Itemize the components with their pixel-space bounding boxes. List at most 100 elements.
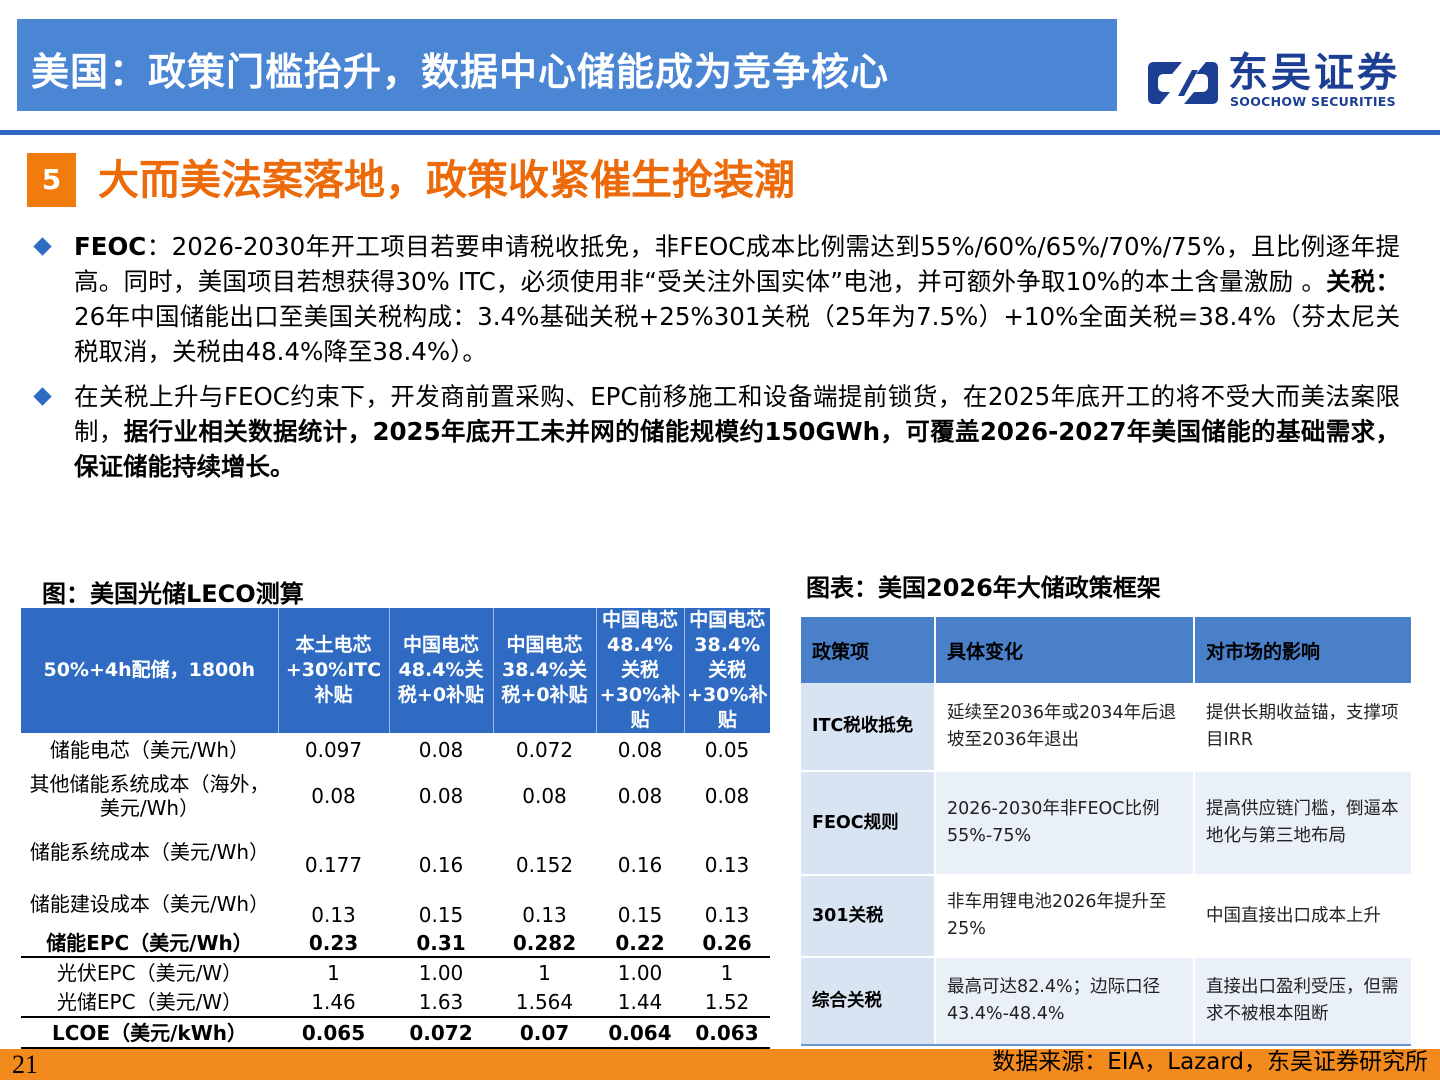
bullet-rush-install: 在关税上升与FEOC约束下，开发商前置采购、EPC前移施工和设备端提前锁货，在2…	[30, 379, 1400, 484]
table-cell: 1.44	[596, 987, 684, 1018]
table-row: 301关税 非车用锂电池2026年提升至25% 中国直接出口成本上升	[801, 875, 1411, 958]
table-row: 储能电芯（美元/Wh） 0.097 0.08 0.072 0.08 0.05	[21, 733, 770, 767]
footer-bar	[0, 1049, 1440, 1080]
table-cell: 1.52	[684, 987, 770, 1018]
table-cell: 0.15	[617, 903, 663, 927]
policy-impact: 提供长期收益锚，支撑项目IRR	[1194, 683, 1411, 772]
policy-item: 301关税	[801, 875, 936, 958]
table-cell: 0.063	[684, 1017, 770, 1049]
row-label: 储能电芯（美元/Wh）	[49, 738, 250, 762]
table-row: 光储EPC（美元/W） 1.46 1.63 1.564 1.44 1.52	[21, 987, 770, 1018]
table-cell: 1	[538, 960, 551, 985]
table-row: 其他储能系统成本（海外，美元/Wh） 0.08 0.08 0.08 0.08 0…	[21, 767, 770, 825]
column-header: 本土电芯+30%ITC补贴	[278, 608, 390, 733]
policy-table-caption: 图表：美国2026年大储政策框架	[806, 574, 1161, 602]
diamond-bullet-icon	[33, 387, 52, 406]
table-cell: 0.065	[278, 1017, 389, 1049]
table-cell: 0.08	[311, 784, 356, 808]
row-label: 其他储能系统成本（海外，美元/Wh）	[29, 772, 270, 820]
table-row-lcoe: LCOE（美元/kWh） 0.065 0.072 0.07 0.064 0.06…	[21, 1017, 770, 1049]
table-row-emphasis: 储能EPC（美元/Wh） 0.23 0.31 0.282 0.22 0.26	[21, 929, 770, 958]
table-cell: 0.08	[418, 784, 464, 808]
table-row: ITC税收抵免 延续至2036年或2034年后退坡至2036年退出 提供长期收益…	[801, 683, 1411, 772]
column-header: 中国电芯38.4%关税+0补贴	[493, 608, 597, 733]
company-logo: 东吴证券 SOOCHOW SECURITIES	[1148, 50, 1408, 112]
table-cell: 0.16	[617, 853, 663, 877]
table-cell: 1.46	[278, 987, 389, 1018]
page-number: 21	[12, 1050, 38, 1079]
column-header: 政策项	[801, 617, 936, 683]
policy-impact: 提高供应链门槛，倒逼本地化与第三地布局	[1194, 771, 1411, 876]
row-label: 储能EPC（美元/Wh）	[21, 929, 278, 958]
row-label: 光储EPC（美元/W）	[21, 987, 278, 1018]
table-row: 综合关税 最高可达82.4%；边际口径43.4%-48.4% 直接出口盈利受压，…	[801, 957, 1411, 1046]
column-header: 对市场的影响	[1194, 617, 1411, 683]
page-title: 美国：政策门槛抬升，数据中心储能成为竞争核心	[31, 50, 890, 94]
policy-impact: 直接出口盈利受压，但需求不被根本阻断	[1194, 957, 1411, 1046]
table-cell: 1	[720, 960, 734, 985]
table-cell: 0.064	[596, 1017, 684, 1049]
column-header: 中国电芯48.4%关税+0补贴	[389, 608, 494, 733]
table-cell: 0.177	[304, 853, 363, 877]
title-banner: 美国：政策门槛抬升，数据中心储能成为竞争核心	[17, 19, 1117, 111]
policy-change: 非车用锂电池2026年提升至25%	[935, 875, 1195, 958]
bullet-keyword: FEOC	[74, 232, 147, 261]
column-header: 50%+4h配储，1800h	[21, 608, 279, 733]
bullet-list: FEOC：2026-2030年开工项目若要申请税收抵免，非FEOC成本比例需达到…	[30, 229, 1400, 494]
table-cell: 0.23	[278, 929, 389, 958]
row-label: LCOE（美元/kWh）	[21, 1017, 278, 1049]
bullet-keyword: 关税：	[1326, 267, 1401, 296]
table-cell: 0.08	[704, 784, 750, 808]
table-cell: 0.07	[493, 1017, 596, 1049]
column-header: 中国电芯48.4%关税+30%补贴	[596, 608, 685, 733]
policy-change: 2026-2030年非FEOC比例55%-75%	[935, 771, 1195, 876]
section-title: 大而美法案落地，政策收紧催生抢装潮	[98, 156, 795, 204]
table-header-row: 政策项 具体变化 对市场的影响	[801, 617, 1411, 683]
table-cell: 0.282	[493, 929, 596, 958]
table-cell: 0.097	[304, 738, 363, 762]
policy-item: 综合关税	[801, 957, 936, 1046]
policy-item: ITC税收抵免	[801, 683, 936, 772]
lcoe-table: 50%+4h配储，1800h 本土电芯+30%ITC补贴 中国电芯48.4%关税…	[21, 608, 770, 1049]
table-cell: 1.00	[617, 960, 663, 985]
table-cell: 0.16	[418, 853, 464, 877]
table-cell: 1.00	[418, 960, 464, 985]
table-cell: 0.072	[389, 1017, 493, 1049]
table-cell: 0.05	[704, 738, 750, 762]
table-row: FEOC规则 2026-2030年非FEOC比例55%-75% 提高供应链门槛，…	[801, 771, 1411, 876]
table-cell: 1	[327, 960, 340, 985]
table-cell: 0.31	[389, 929, 493, 958]
table-cell: 0.15	[418, 903, 464, 927]
logo-english-name: SOOCHOW SECURITIES	[1230, 94, 1396, 109]
table-cell: 0.13	[522, 903, 567, 927]
logo-chinese-name: 东吴证券	[1228, 50, 1400, 96]
bullet-highlight: 据行业相关数据统计，2025年底开工未并网的储能规模约150GWh，可覆盖202…	[74, 417, 1401, 481]
table-row: 光伏EPC（美元/W） 1 1.00 1 1.00 1	[21, 957, 770, 987]
column-header: 具体变化	[935, 617, 1195, 683]
bullet-text: 26年中国储能出口至美国关税构成：3.4%基础关税+25%301关税（25年为7…	[74, 302, 1400, 366]
table-cell: 0.08	[522, 784, 567, 808]
table-cell: 0.08	[617, 784, 663, 808]
column-header: 中国电芯38.4%关税+30%补贴	[684, 608, 770, 733]
row-label: 储能系统成本（美元/Wh）	[29, 840, 270, 864]
policy-table: 政策项 具体变化 对市场的影响 ITC税收抵免 延续至2036年或2034年后退…	[801, 617, 1411, 1046]
lcoe-table-caption: 图：美国光储LECO测算	[42, 580, 304, 608]
table-cell: 0.072	[515, 738, 574, 762]
header-divider	[0, 130, 1440, 135]
policy-change: 最高可达82.4%；边际口径43.4%-48.4%	[935, 957, 1195, 1046]
bullet-text: ：2026-2030年开工项目若要申请税收抵免，非FEOC成本比例需达到55%/…	[74, 232, 1400, 296]
table-cell: 0.13	[704, 853, 750, 877]
table-cell: 1.564	[493, 987, 596, 1018]
table-cell: 0.152	[515, 853, 574, 877]
policy-change: 延续至2036年或2034年后退坡至2036年退出	[935, 683, 1195, 772]
soochow-logo-icon	[1148, 62, 1218, 104]
diamond-bullet-icon	[33, 237, 52, 256]
bullet-feoc: FEOC：2026-2030年开工项目若要申请税收抵免，非FEOC成本比例需达到…	[30, 229, 1400, 369]
row-label: 储能建设成本（美元/Wh）	[29, 892, 270, 916]
table-cell: 0.08	[617, 738, 663, 762]
table-cell: 0.13	[704, 903, 750, 927]
table-cell: 0.26	[684, 929, 770, 958]
table-cell: 0.13	[311, 903, 356, 927]
table-header-row: 50%+4h配储，1800h 本土电芯+30%ITC补贴 中国电芯48.4%关税…	[21, 608, 770, 733]
table-row: 储能系统成本（美元/Wh） 0.177 0.16 0.152 0.16 0.13	[21, 825, 770, 879]
